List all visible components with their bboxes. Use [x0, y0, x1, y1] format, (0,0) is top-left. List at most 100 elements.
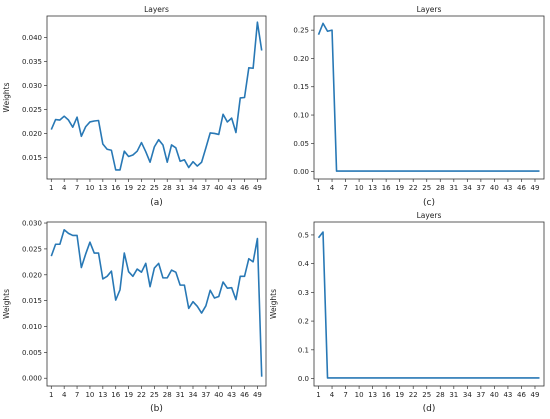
y-tick-label: 0.4 [298, 260, 310, 268]
x-tick-label: 49 [531, 391, 540, 399]
x-tick-label: 31 [449, 184, 458, 192]
plot-title: Layers [417, 5, 442, 14]
y-tick-label: 0.030 [22, 220, 42, 228]
y-tick-label: 0.15 [293, 83, 309, 91]
x-tick-label: 10 [355, 391, 364, 399]
y-tick-label: 0.020 [22, 271, 42, 279]
y-tick-label: 0.035 [22, 58, 42, 66]
y-axis-label: Weights [2, 82, 11, 112]
x-tick-label: 31 [176, 391, 185, 399]
plot-frame [313, 15, 545, 180]
panel-caption: (b) [150, 404, 163, 414]
x-tick-label: 40 [490, 184, 499, 192]
x-tick-label: 28 [436, 184, 445, 192]
series-line [50, 228, 263, 377]
y-tick-label: 0.005 [22, 349, 42, 357]
series-line [317, 22, 540, 172]
panel-c: 1 4 7 10 13 16 19 22 25 28 31 34 37 40 43 46 49 0.00 0.05 0… [293, 5, 545, 208]
x-tick-label: 25 [150, 184, 159, 192]
x-tick-label: 43 [227, 184, 236, 192]
x-tick-label: 4 [62, 184, 67, 192]
y-tick-label: 0.025 [22, 245, 42, 253]
x-tick-label: 34 [189, 184, 198, 192]
series-line [317, 231, 540, 379]
y-tick-label: 0.25 [293, 27, 309, 35]
panel-caption: (d) [423, 404, 436, 414]
x-tick-label: 28 [163, 391, 172, 399]
y-tick-label: 0.05 [293, 140, 309, 148]
plot-title: Layers [144, 5, 169, 14]
plot-frame [46, 15, 267, 180]
panel-a: 1 4 7 10 13 16 19 22 25 28 31 34 37 40 43 46 49 0.015 0.02… [2, 5, 267, 208]
x-tick-label: 46 [240, 391, 249, 399]
x-tick-label: 31 [176, 184, 185, 192]
x-tick-label: 13 [98, 184, 107, 192]
x-tick-label: 46 [517, 184, 526, 192]
x-tick-label: 49 [253, 391, 262, 399]
plot-title: Layers [417, 211, 442, 220]
y-tick-label: 0.030 [22, 82, 42, 90]
x-tick-label: 25 [422, 391, 431, 399]
y-tick-label: 0.040 [22, 34, 42, 42]
x-tick-label: 25 [422, 184, 431, 192]
panel-caption: (a) [150, 198, 163, 208]
x-tick-label: 28 [163, 184, 172, 192]
x-tick-label: 22 [409, 184, 418, 192]
x-tick-label: 13 [368, 184, 377, 192]
x-tick-label: 7 [343, 391, 347, 399]
x-tick-label: 10 [85, 391, 94, 399]
x-tick-label: 31 [449, 391, 458, 399]
x-tick-label: 4 [330, 391, 335, 399]
x-tick-label: 19 [124, 184, 133, 192]
y-tick-label: 0.015 [22, 297, 42, 305]
y-tick-label: 0.20 [293, 55, 309, 63]
x-tick-label: 40 [214, 184, 223, 192]
x-tick-label: 43 [503, 391, 512, 399]
y-tick-label: 0.5 [298, 231, 309, 239]
x-tick-label: 22 [137, 184, 146, 192]
x-tick-label: 49 [253, 184, 262, 192]
x-tick-label: 37 [476, 391, 485, 399]
series-line [50, 21, 263, 171]
x-tick-label: 40 [490, 391, 499, 399]
x-tick-label: 10 [85, 184, 94, 192]
panel-d: 1 4 7 10 13 16 19 22 25 28 31 34 37 40 43 46 49 0.0 0.1 0.2… [269, 211, 545, 414]
x-tick-label: 34 [189, 391, 198, 399]
x-tick-label: 22 [137, 391, 146, 399]
x-tick-label: 28 [436, 391, 445, 399]
x-tick-label: 4 [62, 391, 67, 399]
y-tick-label: 0.000 [22, 375, 42, 383]
x-tick-label: 1 [316, 184, 320, 192]
x-tick-label: 25 [150, 391, 159, 399]
x-tick-label: 13 [98, 391, 107, 399]
x-tick-label: 34 [463, 391, 472, 399]
x-tick-label: 19 [395, 391, 404, 399]
x-tick-label: 1 [49, 391, 53, 399]
y-tick-label: 0.025 [22, 106, 42, 114]
x-tick-label: 16 [111, 391, 120, 399]
x-tick-label: 7 [343, 184, 347, 192]
x-tick-label: 22 [409, 391, 418, 399]
x-tick-label: 37 [201, 391, 210, 399]
y-tick-label: 0.020 [22, 130, 42, 138]
x-tick-label: 10 [355, 184, 364, 192]
y-tick-label: 0.015 [22, 154, 42, 162]
x-tick-label: 4 [330, 184, 335, 192]
x-tick-label: 43 [503, 184, 512, 192]
x-tick-label: 16 [382, 391, 391, 399]
x-tick-label: 49 [531, 184, 540, 192]
x-tick-label: 34 [463, 184, 472, 192]
plot-frame [313, 221, 545, 387]
x-tick-label: 7 [75, 391, 79, 399]
y-tick-label: 0.1 [298, 346, 309, 354]
x-tick-label: 46 [240, 184, 249, 192]
x-tick-label: 19 [124, 391, 133, 399]
x-tick-label: 46 [517, 391, 526, 399]
y-tick-label: 0.010 [22, 323, 42, 331]
y-tick-label: 0.10 [293, 112, 309, 120]
x-tick-label: 37 [201, 184, 210, 192]
x-tick-label: 40 [214, 391, 223, 399]
y-tick-label: 0.3 [298, 289, 309, 297]
x-tick-label: 1 [49, 184, 53, 192]
